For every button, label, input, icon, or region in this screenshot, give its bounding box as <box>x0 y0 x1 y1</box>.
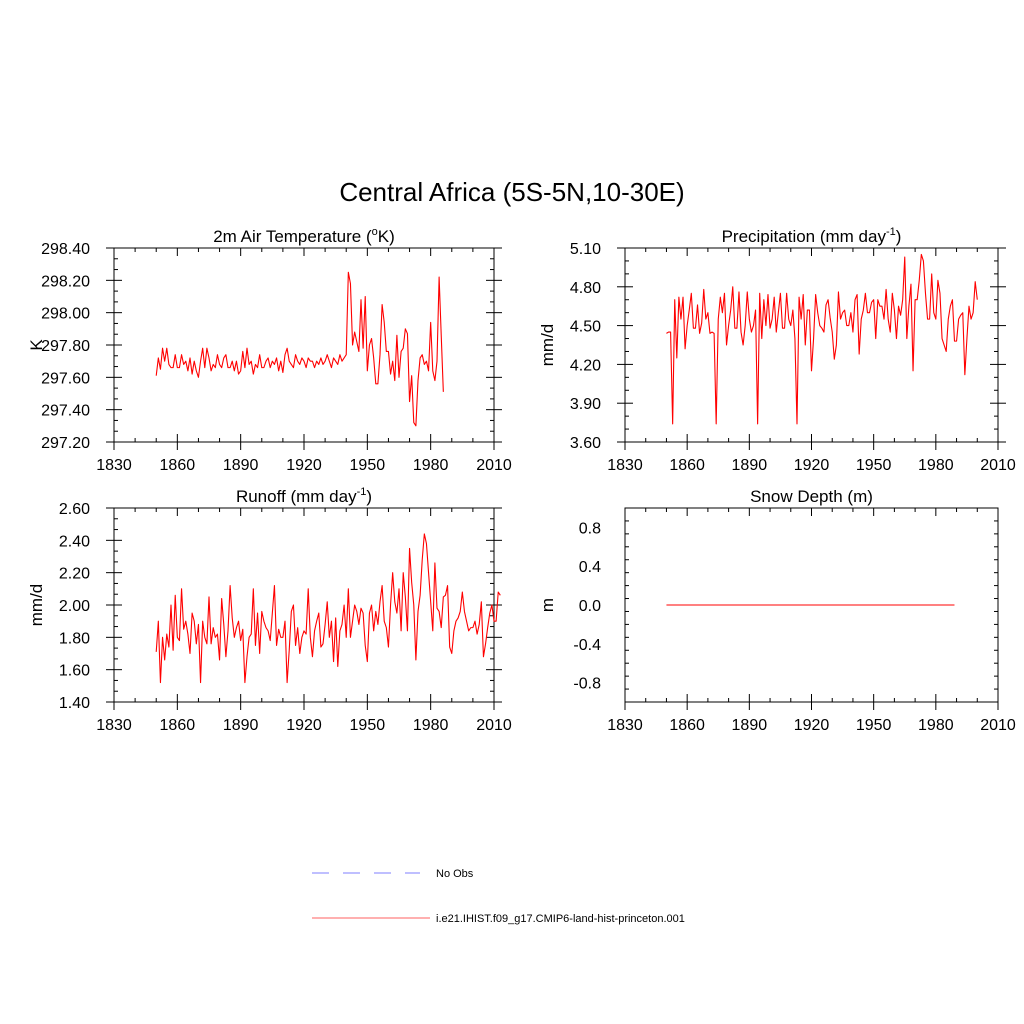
x-tick-label: 1950 <box>856 457 892 474</box>
x-tick-label: 1890 <box>223 717 259 734</box>
x-tick-label: 1830 <box>96 717 132 734</box>
y-tick-label: 1.40 <box>59 695 90 712</box>
x-tick-label: 1920 <box>794 717 830 734</box>
x-tick-label: 1890 <box>732 457 768 474</box>
legend: No Obs i.e21.IHIST.f09_g17.CMIP6-land-hi… <box>312 868 685 925</box>
legend-model-label: i.e21.IHIST.f09_g17.CMIP6-land-hist-prin… <box>436 913 685 925</box>
y-tick-label: 297.20 <box>41 435 90 452</box>
legend-obs-label: No Obs <box>436 868 474 880</box>
panel-title: 2m Air Temperature (oK) <box>213 226 395 246</box>
y-tick-label: 3.60 <box>570 435 601 452</box>
y-axis-label: m <box>538 598 557 612</box>
y-tick-label: 298.40 <box>41 241 90 258</box>
x-tick-label: 1860 <box>669 457 705 474</box>
x-tick-label: 1920 <box>794 457 830 474</box>
x-tick-label: 1830 <box>607 717 643 734</box>
y-axis-label: mm/d <box>27 584 46 627</box>
y-tick-label: -0.8 <box>573 676 601 693</box>
x-tick-label: 1830 <box>607 457 643 474</box>
series-line <box>155 271 444 427</box>
panel-1: 2m Air Temperature (oK) K 1830 1860 1890 1920… <box>27 226 512 474</box>
x-tick-label: 1980 <box>413 717 449 734</box>
x-tick-label: 2010 <box>980 457 1016 474</box>
y-tick-label: 1.60 <box>59 663 90 680</box>
y-tick-label: 297.80 <box>41 338 90 355</box>
x-tick-label: 1860 <box>160 457 196 474</box>
panels: 2m Air Temperature (oK) K 1830 1860 1890 1920… <box>27 226 1016 734</box>
x-tick-label: 1920 <box>286 717 322 734</box>
panel-2: Precipitation (mm day-1) mm/d 1830 1860 1890… <box>538 226 1016 474</box>
panel-title: Snow Depth (m) <box>750 487 873 506</box>
plot-frame <box>624 247 999 443</box>
x-tick-label: 1950 <box>350 457 386 474</box>
panel-4: Snow Depth (m) m 1830 1860 1890 1920 1950 1980 2… <box>538 487 1016 734</box>
series-line <box>155 533 501 684</box>
y-tick-label: 297.60 <box>41 370 90 387</box>
x-tick-label: 1830 <box>96 457 132 474</box>
y-tick-label: 0.8 <box>579 520 601 537</box>
panel-3: Runoff (mm day-1) mm/d 1830 1860 1890 1920 195… <box>27 486 512 734</box>
y-tick-label: 1.80 <box>59 630 90 647</box>
y-tick-label: 5.10 <box>570 241 601 258</box>
x-tick-label: 1890 <box>732 717 768 734</box>
y-tick-label: 4.80 <box>570 280 601 297</box>
x-tick-label: 1860 <box>160 717 196 734</box>
y-tick-label: 0.4 <box>579 559 601 576</box>
x-tick-label: 2010 <box>476 717 512 734</box>
y-tick-label: 0.0 <box>579 598 601 615</box>
x-tick-label: 2010 <box>476 457 512 474</box>
x-tick-label: 1890 <box>223 457 259 474</box>
series-line <box>666 253 978 425</box>
y-tick-label: -0.4 <box>573 637 601 654</box>
y-tick-label: 297.40 <box>41 403 90 420</box>
y-axis-label: K <box>27 339 46 351</box>
y-tick-label: 298.20 <box>41 273 90 290</box>
y-tick-label: 3.90 <box>570 396 601 413</box>
y-tick-label: 298.00 <box>41 306 90 323</box>
x-tick-label: 1980 <box>918 457 954 474</box>
y-tick-label: 4.50 <box>570 319 601 336</box>
main-title: Central Africa (5S-5N,10-30E) <box>339 177 684 207</box>
y-tick-label: 2.00 <box>59 598 90 615</box>
y-axis-label: mm/d <box>538 324 557 367</box>
panel-title: Precipitation (mm day-1) <box>722 226 902 246</box>
y-tick-label: 2.40 <box>59 533 90 550</box>
x-tick-label: 1950 <box>350 717 386 734</box>
x-tick-label: 2010 <box>980 717 1016 734</box>
y-tick-label: 2.60 <box>59 501 90 518</box>
y-tick-label: 2.20 <box>59 566 90 583</box>
x-tick-label: 1980 <box>413 457 449 474</box>
x-tick-label: 1980 <box>918 717 954 734</box>
x-tick-label: 1860 <box>669 717 705 734</box>
panel-title: Runoff (mm day-1) <box>236 486 372 506</box>
x-tick-label: 1950 <box>856 717 892 734</box>
x-tick-label: 1920 <box>286 457 322 474</box>
y-tick-label: 4.20 <box>570 357 601 374</box>
